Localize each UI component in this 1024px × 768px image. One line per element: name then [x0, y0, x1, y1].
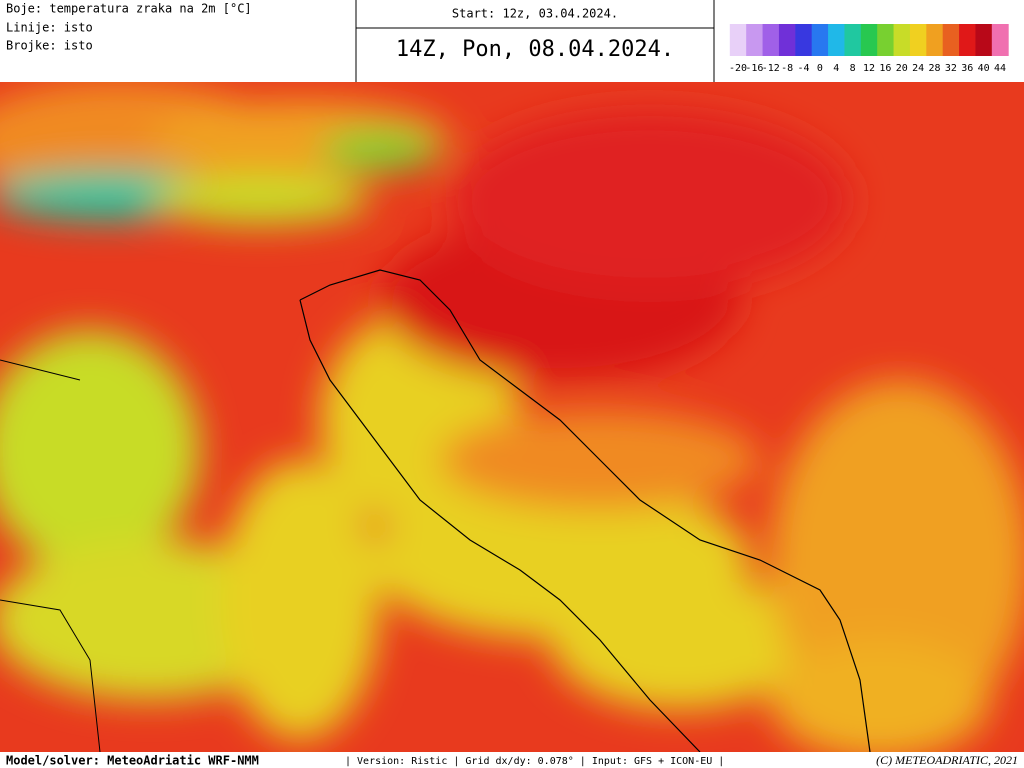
colorbar-label: -4 — [797, 63, 809, 74]
colorbar-label: 12 — [863, 63, 875, 74]
colorbar-swatch — [795, 24, 813, 56]
legend-line: Boje: temperatura zraka na 2m [°C] — [6, 2, 252, 16]
field-shapes — [0, 82, 1024, 752]
colorbar-swatch — [959, 24, 976, 56]
colorbar-label: 8 — [850, 63, 856, 74]
legend-line: Brojke: isto — [6, 39, 93, 53]
colorbar-swatch — [909, 24, 927, 56]
colorbar-swatch — [926, 24, 944, 56]
model: Model/solver: MeteoAdriatic WRF-NMM — [6, 754, 259, 768]
colorbar-swatch — [828, 24, 845, 56]
copyright: (C) METEOADRIATIC, 2021 — [876, 753, 1018, 767]
colorbar-swatch — [991, 24, 1009, 56]
colorbar-swatch — [811, 24, 829, 56]
legend-line: Linije: isto — [6, 21, 93, 35]
colorbar-swatch — [762, 24, 780, 56]
colorbar-label: 28 — [928, 63, 940, 74]
colorbar-label: -20 — [729, 63, 747, 74]
colorbar-label: 20 — [896, 63, 908, 74]
info: | Version: Ristic | Grid dx/dy: 0.078° |… — [345, 756, 724, 767]
colorbar-swatch — [942, 24, 960, 56]
colorbar-label: 32 — [945, 63, 957, 74]
colorbar-swatch — [860, 24, 878, 56]
colorbar-label: 40 — [978, 63, 990, 74]
coastline — [299, 299, 701, 752]
colorbar-label: 0 — [817, 63, 823, 74]
colorbar-label: -8 — [781, 63, 793, 74]
colorbar-swatch — [893, 24, 911, 56]
coastline — [299, 269, 871, 752]
colorbar-swatch — [844, 24, 862, 56]
map — [0, 82, 1024, 752]
colorbar-label: -12 — [762, 63, 780, 74]
colorbar: -20-16-12 -8 -4 0 4 8 12 16 20 24 28 32 36 40 44 — [729, 24, 1009, 74]
start-time: Start: 12z, 03.04.2024. — [452, 7, 618, 21]
colorbar-label: 44 — [994, 63, 1006, 74]
colorbar-label: -16 — [745, 63, 763, 74]
footer-bg — [0, 752, 1024, 768]
valid-time: 14Z, Pon, 08.04.2024. — [396, 37, 674, 62]
coastline — [0, 359, 101, 752]
colorbar-swatch — [729, 24, 747, 56]
colorbar-label: 4 — [833, 63, 839, 74]
colorbar-swatch — [778, 24, 796, 56]
colorbar-swatch — [975, 24, 993, 56]
colorbar-label: 24 — [912, 63, 924, 74]
colorbar-swatch — [746, 24, 764, 56]
colorbar-swatch — [877, 24, 895, 56]
colorbar-label: 36 — [961, 63, 973, 74]
colorbar-label: 16 — [879, 63, 891, 74]
